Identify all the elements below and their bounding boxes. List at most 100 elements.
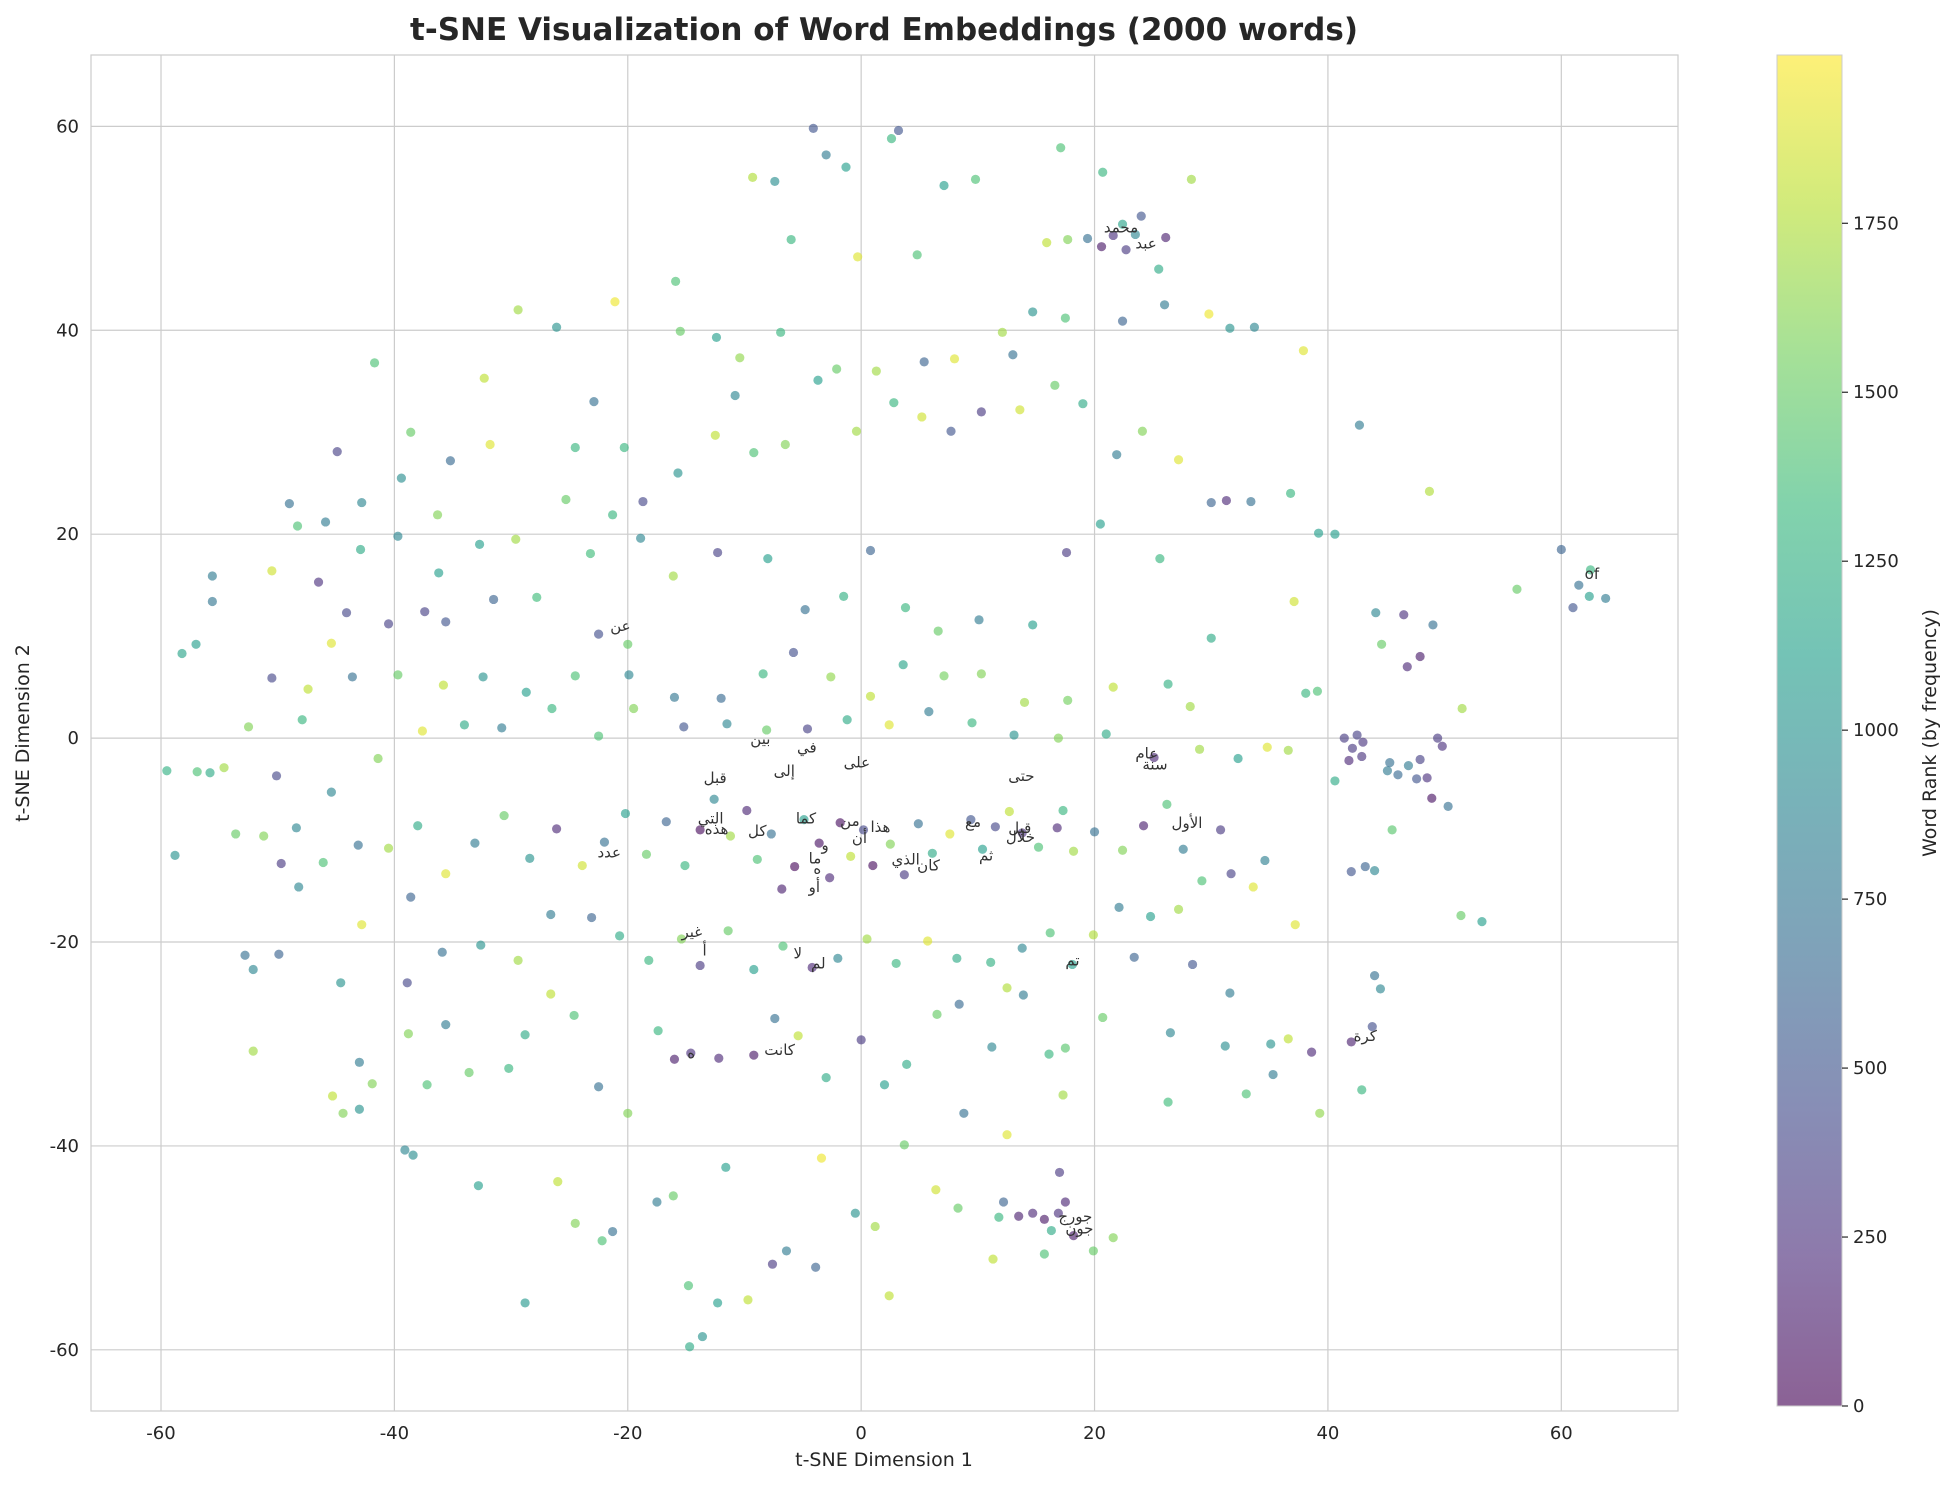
scatter-point (1173, 455, 1184, 465)
scatter-point (675, 326, 685, 336)
scatter-point (673, 468, 683, 478)
scatter-point (713, 547, 723, 558)
scatter-point (748, 172, 758, 182)
scatter-point (597, 1236, 607, 1246)
scatter-point (608, 1226, 618, 1237)
scatter-point (976, 669, 986, 679)
scatter-point (1584, 591, 1594, 601)
scatter-point (1330, 776, 1340, 786)
scatter-point (1060, 1043, 1070, 1053)
scatter-point (927, 848, 937, 858)
scatter-point (954, 999, 964, 1009)
scatter-point (207, 571, 217, 581)
word-label: ه (687, 1044, 695, 1062)
scatter-point (326, 787, 336, 797)
word-label: سنة (1142, 756, 1167, 774)
scatter-point (862, 934, 872, 944)
scatter-point (924, 706, 934, 717)
scatter-point (1283, 745, 1293, 755)
scatter-point (291, 823, 301, 833)
scatter-point (821, 150, 831, 160)
scatter-point (884, 1291, 894, 1301)
scatter-point (1009, 730, 1019, 740)
colorbar-tick-label: 1000 (1853, 720, 1899, 741)
scatter-point (532, 592, 542, 603)
scatter-point (668, 1191, 678, 1201)
scatter-point (758, 669, 768, 679)
grid (91, 55, 1678, 1411)
scatter-point (1018, 990, 1028, 1000)
scatter-point (403, 1029, 413, 1039)
scatter-point (192, 767, 202, 777)
scatter-point (826, 672, 836, 682)
scatter-point (1052, 823, 1062, 833)
scatter-point (1017, 943, 1027, 953)
scatter-point (1155, 554, 1165, 564)
scatter-point (680, 860, 690, 871)
word-label: أو (808, 877, 820, 896)
scatter-point (946, 426, 956, 436)
word-label: لم (811, 955, 826, 973)
scatter-point (1138, 821, 1149, 831)
x-axis-label: t-SNE Dimension 1 (795, 1449, 973, 1471)
scatter-point (1601, 593, 1611, 604)
scatter-point (1039, 1249, 1049, 1259)
scatter-point (652, 1197, 662, 1207)
scatter-point (1568, 602, 1578, 613)
scatter-point (851, 426, 862, 436)
y-tick-label: 40 (56, 320, 79, 341)
scatter-point (354, 1057, 364, 1067)
scatter-point (917, 412, 927, 422)
scatter-point (1042, 237, 1052, 248)
scatter-point (327, 1091, 338, 1101)
scatter-point (661, 817, 671, 827)
scatter-point (1371, 608, 1381, 618)
word-label: إلى (774, 762, 795, 780)
scatter-point (749, 448, 759, 458)
chart-title: t-SNE Visualization of Word Embeddings (… (410, 12, 1358, 48)
scatter-point (393, 670, 403, 680)
scatter-point (162, 766, 172, 776)
word-label: ما (809, 850, 822, 868)
scatter-point (1266, 1039, 1276, 1049)
scatter-point (1370, 971, 1380, 981)
scatter-point (856, 1035, 866, 1045)
scatter-point (594, 731, 604, 741)
scatter-points (162, 123, 1611, 1352)
scatter-point (1089, 827, 1100, 837)
scatter-point (511, 534, 521, 544)
scatter-point (1556, 544, 1566, 555)
scatter-point (1370, 866, 1380, 876)
scatter-point (695, 825, 705, 835)
scatter-point (207, 596, 217, 607)
scatter-point (297, 715, 307, 725)
scatter-point (1262, 742, 1272, 752)
scatter-point (1289, 596, 1299, 607)
scatter-point (879, 1080, 890, 1090)
scatter-point (408, 1150, 418, 1160)
scatter-point (833, 953, 843, 963)
scatter-point (441, 869, 451, 879)
scatter-point (499, 810, 509, 821)
scatter-point (438, 680, 449, 690)
scatter-point (1428, 620, 1438, 630)
scatter-point (1315, 1108, 1325, 1118)
scatter-point (802, 724, 813, 734)
scatter-point (587, 912, 597, 923)
x-tick-label: 40 (1316, 1423, 1339, 1444)
scatter-point (610, 297, 620, 307)
scatter-point (276, 858, 286, 869)
scatter-point (870, 1221, 880, 1232)
scatter-point (1008, 350, 1018, 360)
scatter-point (1260, 855, 1270, 866)
scatter-point (839, 591, 849, 601)
scatter-point (697, 1331, 708, 1342)
scatter-point (1117, 845, 1128, 855)
scatter-point (478, 672, 488, 682)
scatter-point (569, 1010, 579, 1021)
scatter-point (240, 950, 250, 960)
scatter-point (1204, 309, 1214, 319)
scatter-point (1159, 300, 1170, 310)
scatter-point (1344, 755, 1354, 766)
